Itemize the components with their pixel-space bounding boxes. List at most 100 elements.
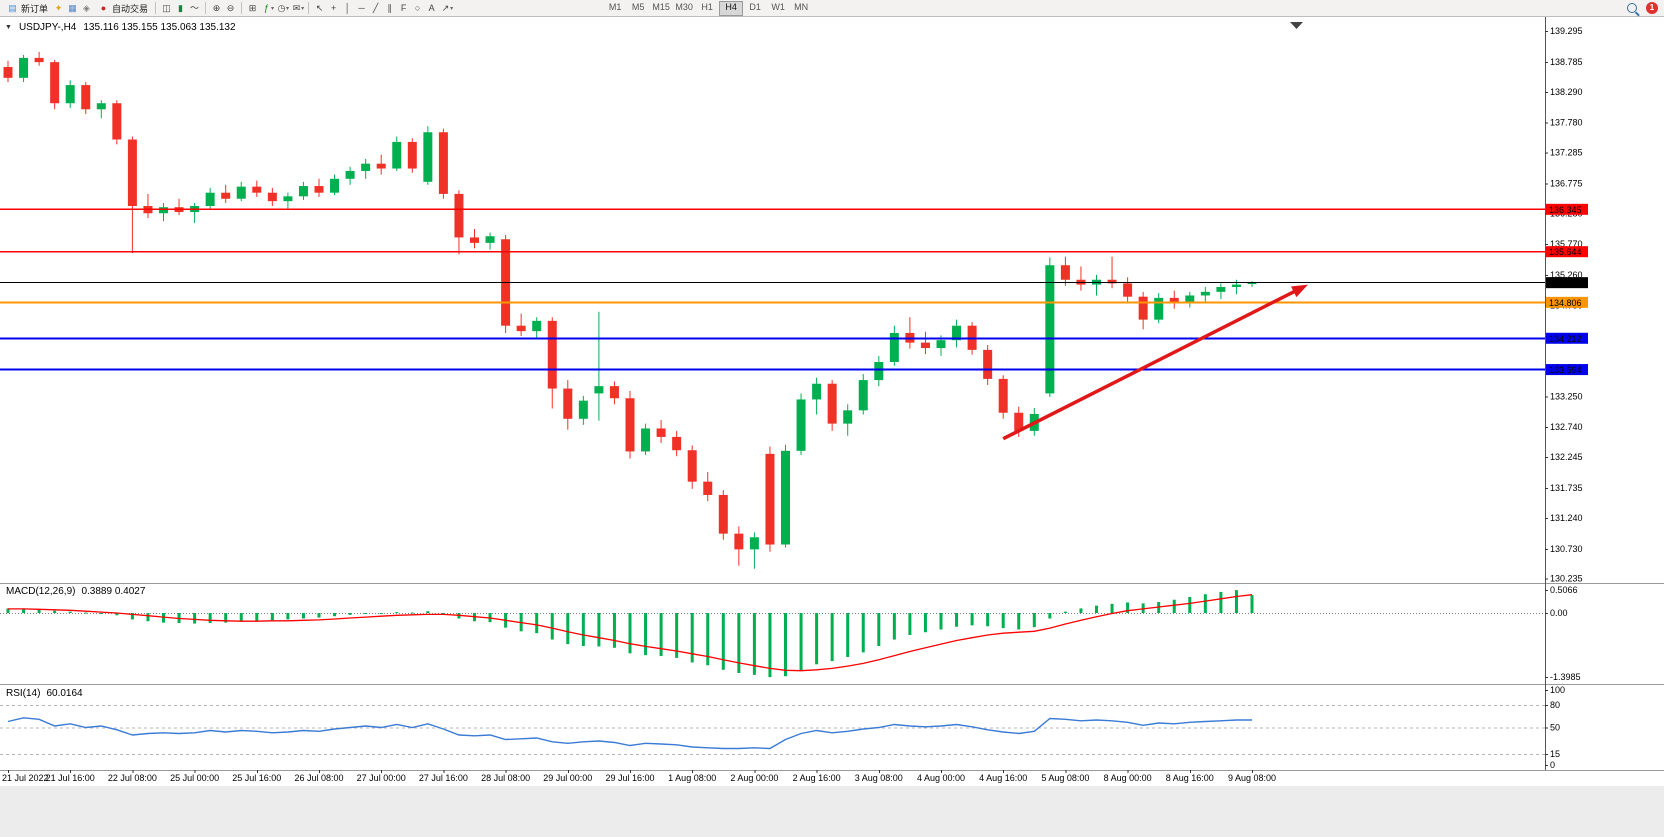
svg-text:27 Jul 00:00: 27 Jul 00:00 (357, 773, 406, 783)
candle (314, 186, 324, 193)
candle (1216, 287, 1226, 292)
timeframe-m30[interactable]: M30 (675, 1, 693, 12)
candle (112, 103, 122, 140)
svg-text:132.740: 132.740 (1550, 422, 1583, 432)
timeframe-m5[interactable]: M5 (631, 1, 645, 12)
candle (267, 192, 277, 202)
macd-pane-label: MACD(12,26,9) 0.3889 0.4027 (6, 586, 145, 597)
search-icon[interactable] (1627, 3, 1637, 13)
arrows-tool-button[interactable]: ↗ ▾ (439, 2, 453, 15)
candle (983, 349, 993, 379)
candle (34, 57, 44, 63)
channel-tool-icon[interactable]: ∥ (387, 2, 392, 13)
svg-text:138.785: 138.785 (1550, 57, 1583, 67)
macd-indicator-values: 0.3889 0.4027 (81, 586, 146, 597)
candle (547, 320, 557, 389)
candle (998, 378, 1008, 413)
ellipse-tool-icon[interactable]: ○ (414, 2, 421, 13)
candle (827, 383, 837, 424)
candlestick-chart-icon[interactable]: ▮ (178, 2, 183, 13)
zoom-out-icon[interactable]: ⊖ (226, 2, 235, 13)
candle (470, 237, 479, 243)
candle (687, 450, 697, 482)
candle (1014, 412, 1024, 431)
timeframe-mn[interactable]: MN (794, 1, 809, 12)
candle (1169, 297, 1179, 303)
new-order-button[interactable]: ▤ 新订单 (3, 1, 51, 15)
navigator-icon[interactable]: ◈ (83, 2, 90, 13)
candle (563, 388, 573, 419)
crosshair-icon[interactable]: + (330, 2, 337, 13)
fibonacci-tool-icon[interactable]: F (400, 2, 407, 13)
data-window-icon[interactable]: ▦ (68, 2, 77, 13)
candle (159, 207, 168, 214)
candle (578, 400, 588, 419)
candle (734, 533, 744, 550)
candle (874, 361, 884, 381)
svg-text:136.775: 136.775 (1550, 178, 1583, 188)
candle (936, 340, 946, 349)
svg-text:0.5066: 0.5066 (1550, 585, 1578, 595)
svg-text:26 Jul 08:00: 26 Jul 08:00 (294, 773, 343, 783)
candle (1200, 291, 1210, 296)
indicators-button[interactable]: ƒ ▾ (260, 2, 274, 15)
line-chart-icon[interactable]: ～ (190, 2, 200, 13)
notification-badge[interactable]: 1 (1646, 2, 1658, 14)
timeframe-h4[interactable]: H4 (719, 0, 744, 16)
candle (703, 481, 713, 495)
auto-trading-button[interactable]: ● 自动交易 (94, 1, 151, 15)
candle (423, 132, 433, 182)
timeframe-m1[interactable]: M1 (608, 1, 622, 12)
candle (1045, 265, 1055, 394)
svg-text:134.806: 134.806 (1549, 298, 1582, 308)
candle (858, 380, 868, 411)
pane-separators (0, 583, 1664, 771)
horizontal-line-tool-icon[interactable]: ─ (358, 2, 365, 13)
trendline-tool-icon[interactable]: ╱ (372, 2, 379, 13)
candle (1185, 295, 1195, 303)
toolbar-separator (155, 2, 157, 14)
candle (361, 163, 371, 171)
market-watch-icon[interactable]: ✦ (54, 2, 63, 13)
svg-text:1 Aug 08:00: 1 Aug 08:00 (668, 773, 716, 783)
periods-button[interactable]: ◷ ▾ (275, 2, 289, 15)
indicators-icon: ƒ (264, 2, 270, 13)
chevron-down-icon: ▾ (271, 5, 275, 12)
tile-windows-icon[interactable]: ⊞ (248, 2, 257, 13)
text-tool-icon[interactable]: A (428, 2, 435, 13)
svg-text:8 Aug 16:00: 8 Aug 16:00 (1166, 773, 1214, 783)
templates-button[interactable]: ✉ ▾ (290, 2, 304, 15)
timeframe-m15[interactable]: M15 (652, 1, 670, 12)
zoom-in-icon[interactable]: ⊕ (212, 2, 221, 13)
svg-text:135.644: 135.644 (1549, 247, 1582, 257)
svg-text:3 Aug 08:00: 3 Aug 08:00 (855, 773, 903, 783)
svg-text:27 Jul 16:00: 27 Jul 16:00 (419, 773, 468, 783)
candle (1231, 284, 1241, 288)
toolbar-separator (308, 2, 310, 14)
bar-chart-icon[interactable]: ◫ (162, 2, 171, 13)
candle (765, 453, 775, 545)
cursor-icon[interactable]: ↖ (315, 2, 324, 13)
timeframe-h1[interactable]: H1 (701, 1, 713, 12)
svg-text:4 Aug 00:00: 4 Aug 00:00 (917, 773, 965, 783)
rsi-indicator-value: 60.0164 (46, 688, 83, 699)
candle (221, 192, 231, 199)
candle (843, 410, 853, 424)
svg-text:131.735: 131.735 (1550, 483, 1583, 493)
chart-window: 139.295 138.785 138.290 137.780 137.285 136.7… (0, 17, 1664, 786)
candle (127, 139, 137, 207)
vertical-line-tool-icon[interactable]: │ (344, 2, 351, 13)
timeframe-d1[interactable]: D1 (749, 1, 761, 12)
svg-text:29 Jul 16:00: 29 Jul 16:00 (605, 773, 654, 783)
chart-canvas[interactable]: 139.295 138.785 138.290 137.780 137.285 136.7… (0, 17, 1664, 786)
candle (283, 196, 293, 202)
svg-text:137.780: 137.780 (1550, 118, 1583, 128)
candle (1060, 265, 1070, 280)
template-envelope-icon: ✉ (292, 2, 301, 13)
chart-dropdown-icon[interactable]: ▼ (5, 24, 12, 31)
timeframe-w1[interactable]: W1 (771, 1, 785, 12)
svg-text:135.770: 135.770 (1550, 239, 1583, 249)
svg-text:21 Jul 2022: 21 Jul 2022 (2, 773, 49, 783)
candle (920, 342, 930, 349)
svg-text:0: 0 (1550, 760, 1555, 770)
